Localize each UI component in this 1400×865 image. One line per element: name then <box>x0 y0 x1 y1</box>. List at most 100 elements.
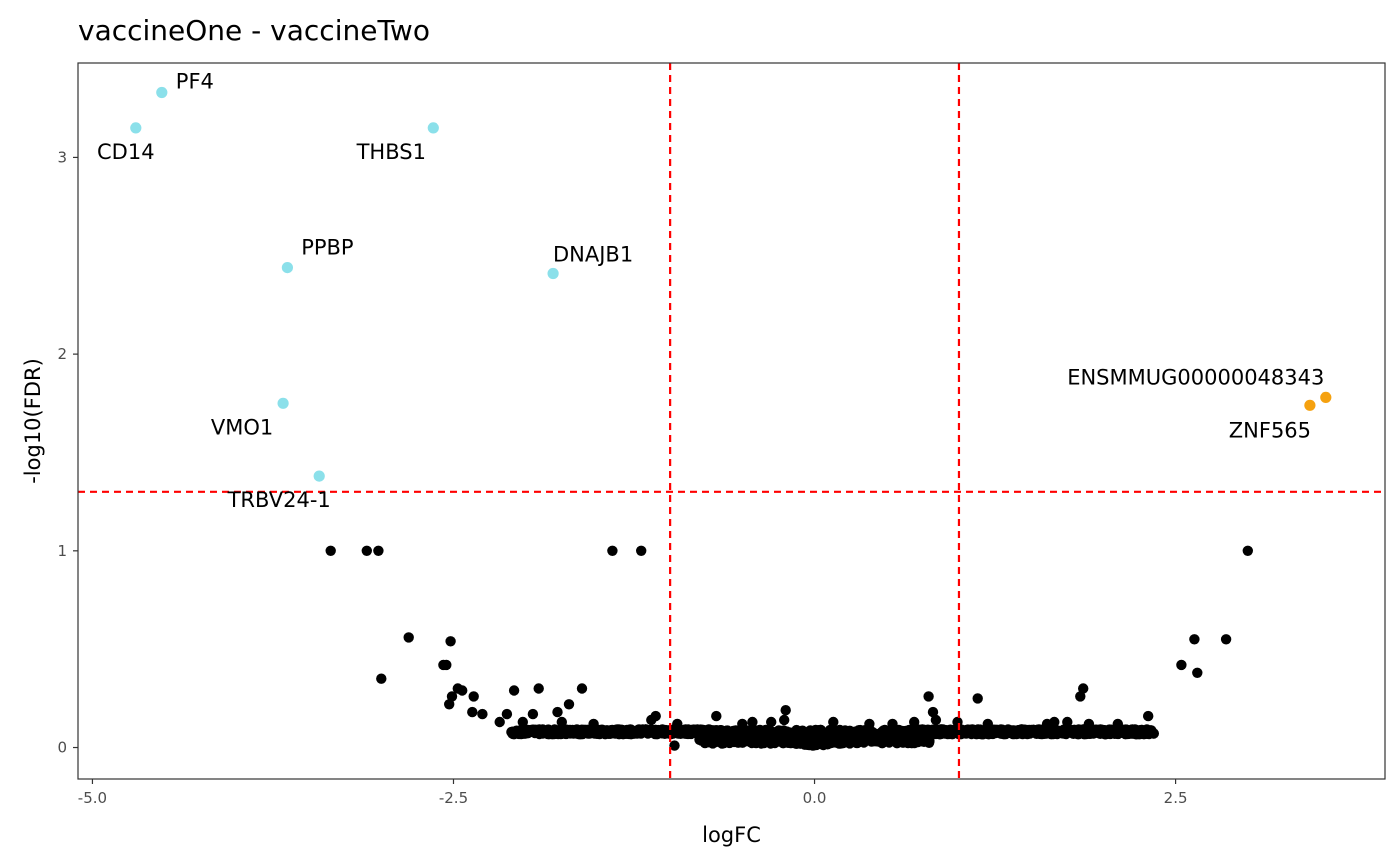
y-tick-label: 3 <box>57 148 67 166</box>
gene-point <box>766 716 777 728</box>
gene-point <box>829 733 840 744</box>
gene-point <box>722 736 733 748</box>
gene-point <box>1189 634 1200 645</box>
gene-point <box>773 728 784 739</box>
gene-point <box>672 718 683 730</box>
gene-point <box>708 732 720 743</box>
gene-point <box>642 728 653 739</box>
y-tick-label: 0 <box>57 739 67 757</box>
gene-point <box>781 728 792 739</box>
gene-point <box>403 632 414 643</box>
gene-point <box>790 736 801 747</box>
gene-point <box>711 710 722 722</box>
gene-label: DNAJB1 <box>553 243 633 267</box>
gene-point <box>547 725 559 736</box>
gene-point <box>909 716 920 728</box>
gene-point <box>1220 634 1232 645</box>
gene-label: PPBP <box>301 236 353 260</box>
gene-point <box>1242 545 1254 556</box>
gene-point <box>508 685 520 696</box>
plot-title: vaccineOne - vaccineTwo <box>78 14 430 47</box>
gene-label: ENSMMUG00000048343 <box>1067 365 1324 389</box>
gene-point <box>1062 716 1073 728</box>
gene-point <box>800 735 812 747</box>
gene-point <box>527 708 539 720</box>
gene-point <box>669 740 680 751</box>
gene-point <box>972 693 983 704</box>
panel-border <box>77 62 1386 780</box>
significant-gene-point <box>547 267 559 280</box>
gene-point <box>945 727 957 739</box>
gene-point <box>927 706 939 718</box>
gene-point <box>608 725 620 736</box>
gene-point <box>1064 724 1075 735</box>
gene-point <box>441 659 452 671</box>
gene-label: ZNF565 <box>1229 418 1311 442</box>
nonsignificant-points <box>325 545 1254 751</box>
gene-point <box>556 716 567 728</box>
gene-point <box>1192 667 1203 678</box>
gene-point <box>445 636 456 647</box>
significant-gene-point <box>427 122 439 134</box>
gene-point <box>839 732 850 743</box>
threshold-lines <box>78 63 1385 779</box>
gene-label: VMO1 <box>211 415 273 439</box>
gene-point <box>734 733 745 744</box>
gene-point <box>646 714 657 726</box>
gene-point <box>468 691 479 702</box>
gene-point <box>552 706 563 718</box>
y-axis-ticks: 0 1 2 3 <box>57 148 78 757</box>
gene-point <box>576 683 588 694</box>
significant-gene-point <box>156 86 168 99</box>
gene-point <box>829 726 840 737</box>
gene-point <box>982 718 993 730</box>
gene-point <box>457 685 468 696</box>
gene-point <box>557 726 568 738</box>
significant-gene-point <box>1320 391 1332 403</box>
gene-point <box>607 545 618 556</box>
gene-point <box>1005 726 1016 737</box>
gene-point <box>1135 727 1146 738</box>
x-tick-label: -2.5 <box>439 789 468 807</box>
gene-point <box>563 699 575 710</box>
gene-point <box>747 716 758 728</box>
significant-gene-point <box>277 397 289 409</box>
significant-gene-point <box>313 470 325 482</box>
gene-point <box>373 545 384 556</box>
gene-point <box>1075 691 1086 702</box>
gene-point <box>885 736 896 747</box>
gene-point <box>565 725 576 737</box>
gene-point <box>952 716 963 728</box>
gene-point <box>966 728 977 740</box>
gene-label: THBS1 <box>356 140 426 164</box>
gene-point <box>1083 718 1095 730</box>
y-tick-label: 1 <box>57 542 67 560</box>
gene-labels: PF4 CD14 THBS1 PPBP DNAJB1 VMO1 TRBV24-1 ENSMMU… <box>97 70 1324 513</box>
gene-point <box>1112 718 1124 730</box>
gene-point <box>662 727 673 738</box>
x-axis-title: logFC <box>702 823 761 847</box>
x-tick-label: 2.5 <box>1164 789 1188 807</box>
y-tick-label: 2 <box>57 345 67 363</box>
gene-point <box>446 691 458 702</box>
gene-point <box>828 716 839 728</box>
x-tick-label: 0.0 <box>803 789 827 807</box>
gene-point <box>361 545 372 556</box>
gene-point <box>376 673 387 684</box>
gene-point <box>737 718 748 730</box>
gene-point <box>1020 727 1031 738</box>
gene-point <box>746 736 757 747</box>
gene-point <box>728 725 739 737</box>
gene-point <box>861 734 873 746</box>
significant-gene-point <box>130 122 142 134</box>
gene-point <box>894 728 906 739</box>
gene-point <box>935 728 946 740</box>
gene-label: PF4 <box>176 70 214 94</box>
gene-point <box>930 714 942 726</box>
gene-point <box>588 718 599 730</box>
gene-point <box>923 691 934 702</box>
gene-point <box>628 728 639 739</box>
gene-point <box>1050 727 1061 738</box>
gene-point <box>1176 659 1187 671</box>
y-axis-title: -log10(FDR) <box>21 358 45 484</box>
